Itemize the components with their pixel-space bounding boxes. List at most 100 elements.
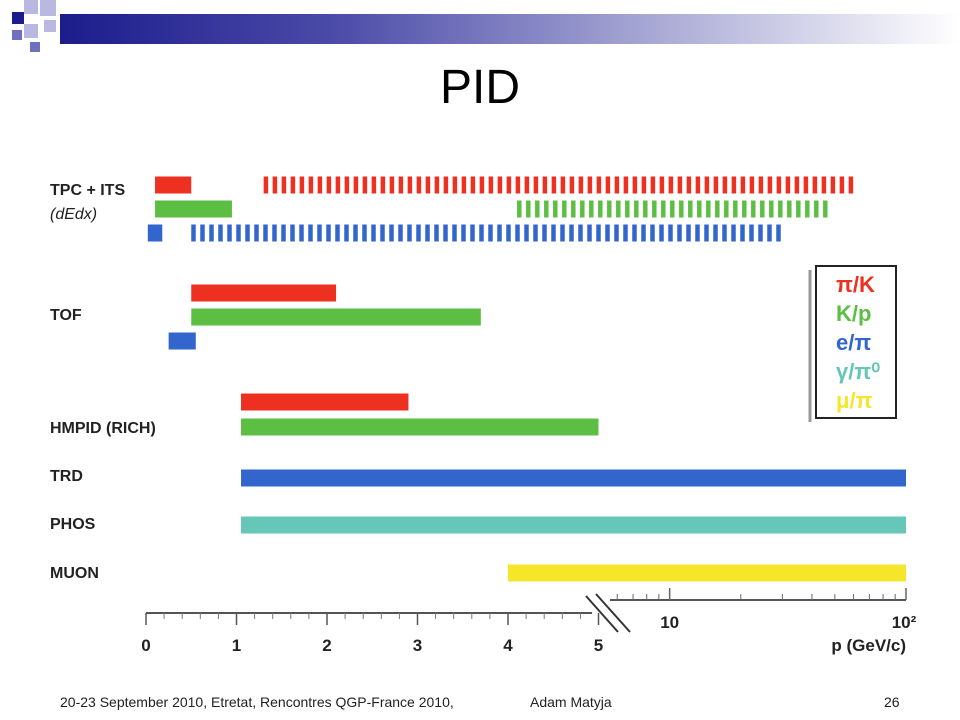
pid-bar-dash bbox=[497, 176, 503, 194]
pid-bar-dash bbox=[722, 176, 728, 194]
pid-bar-dash bbox=[670, 200, 675, 218]
pid-bar-dash bbox=[452, 176, 458, 194]
x-tick-label: 5 bbox=[594, 636, 603, 655]
pid-bar-dash bbox=[659, 176, 665, 194]
pid-bar-dash bbox=[398, 224, 403, 242]
pid-bar bbox=[147, 224, 163, 242]
pid-bar-dash bbox=[688, 200, 693, 218]
detector-sublabel: (dEdx) bbox=[50, 206, 97, 223]
pid-chart: TPC + ITS (dEdx) TOF HMPID (RICH) TRD PHOS MUO… bbox=[50, 176, 917, 655]
pid-bar-dash bbox=[470, 224, 475, 242]
pid-bar-dash bbox=[398, 176, 404, 194]
pid-bar-dash bbox=[389, 224, 394, 242]
pid-bar-dash bbox=[740, 176, 746, 194]
pid-bar-dash bbox=[443, 176, 449, 194]
pid-bar-dash bbox=[605, 176, 611, 194]
pid-bar-dash bbox=[634, 200, 639, 218]
pid-bar-dash bbox=[823, 200, 828, 218]
pid-bar-dash bbox=[434, 176, 440, 194]
pid-bar-dash bbox=[407, 224, 412, 242]
pid-bar-dash bbox=[767, 224, 772, 242]
pid-bar-dash bbox=[218, 224, 223, 242]
pid-bar-dash bbox=[335, 176, 341, 194]
pid-bar-dash bbox=[290, 224, 295, 242]
pid-bar-dash bbox=[524, 176, 530, 194]
pid-bar-dash bbox=[272, 224, 277, 242]
corner-square bbox=[44, 20, 56, 32]
pid-bar-dash bbox=[839, 176, 845, 194]
corner-square bbox=[24, 0, 38, 14]
pid-bar-dash bbox=[263, 224, 268, 242]
page-number: 26 bbox=[884, 694, 900, 710]
pid-bar-dash bbox=[785, 176, 791, 194]
pid-bar-dash bbox=[317, 176, 323, 194]
pid-bar-dash bbox=[416, 224, 421, 242]
pid-bar-dash bbox=[796, 200, 801, 218]
pid-bar bbox=[155, 176, 192, 194]
legend-box bbox=[815, 265, 897, 419]
footer-text: 20-23 September 2010, Etretat, Rencontre… bbox=[60, 694, 454, 710]
detector-label: TRD bbox=[50, 468, 83, 485]
pid-bar-dash bbox=[353, 176, 359, 194]
pid-bar-dash bbox=[479, 176, 485, 194]
pid-bar-dash bbox=[742, 200, 747, 218]
detector-label: HMPID (RICH) bbox=[50, 420, 156, 437]
detector-label: MUON bbox=[50, 565, 99, 582]
pid-bar-dash bbox=[769, 200, 774, 218]
pid-bar-dash bbox=[335, 224, 340, 242]
pid-bar bbox=[155, 200, 232, 218]
pid-bar-dash bbox=[661, 200, 666, 218]
pid-bar-dash bbox=[589, 200, 594, 218]
footer-author: Adam Matyja bbox=[530, 694, 612, 710]
pid-bar-dash bbox=[614, 176, 620, 194]
pid-bar-dash bbox=[704, 176, 710, 194]
pid-bar-dash bbox=[803, 176, 809, 194]
pid-bar-dash bbox=[515, 224, 520, 242]
pid-bar-dash bbox=[535, 200, 540, 218]
pid-bar-dash bbox=[821, 176, 827, 194]
pid-bar-dash bbox=[317, 224, 322, 242]
pid-bar-dash bbox=[623, 176, 629, 194]
pid-bar-dash bbox=[697, 200, 702, 218]
pid-bar-dash bbox=[281, 224, 286, 242]
pid-bar-dash bbox=[200, 224, 205, 242]
legend-entry: γ/π⁰ bbox=[836, 359, 880, 384]
pid-bar-dash bbox=[326, 224, 331, 242]
pid-bar-dash bbox=[569, 176, 575, 194]
pid-bar-dash bbox=[805, 200, 810, 218]
pid-bar-dash bbox=[299, 224, 304, 242]
pid-bar-dash bbox=[479, 224, 484, 242]
x-tick-label: 3 bbox=[413, 636, 422, 655]
pid-bar-dash bbox=[452, 224, 457, 242]
pid-bar-dash bbox=[787, 200, 792, 218]
pid-bar-dash bbox=[290, 176, 296, 194]
pid-bar-dash bbox=[517, 200, 522, 218]
legend-entry: μ/π bbox=[836, 388, 873, 413]
pid-bar-dash bbox=[560, 176, 566, 194]
pid-bar-dash bbox=[515, 176, 521, 194]
pid-bar-dash bbox=[362, 224, 367, 242]
pid-bar bbox=[241, 418, 599, 436]
pid-bar-dash bbox=[812, 176, 818, 194]
pid-bar-dash bbox=[679, 200, 684, 218]
x-tick-label: 4 bbox=[503, 636, 513, 655]
pid-bar-dash bbox=[731, 176, 737, 194]
pid-bar-dash bbox=[488, 176, 494, 194]
pid-bar-dash bbox=[767, 176, 773, 194]
pid-bar-dash bbox=[571, 200, 576, 218]
pid-bar-dash bbox=[562, 200, 567, 218]
pid-bar-dash bbox=[778, 200, 783, 218]
pid-bar-dash bbox=[794, 176, 800, 194]
pid-bar-dash bbox=[569, 224, 574, 242]
legend-entry: K/p bbox=[836, 301, 871, 326]
corner-square bbox=[12, 12, 24, 24]
pid-bar-dash bbox=[254, 224, 259, 242]
pid-bar-dashed bbox=[191, 224, 781, 242]
pid-bar-dash bbox=[650, 176, 656, 194]
pid-bar-dash bbox=[353, 224, 358, 242]
pid-bar-dash bbox=[677, 224, 682, 242]
pid-bar-dash bbox=[760, 200, 765, 218]
pid-bar-dash bbox=[263, 176, 269, 194]
pid-bar-dash bbox=[580, 200, 585, 218]
pid-bar-dash bbox=[461, 176, 467, 194]
